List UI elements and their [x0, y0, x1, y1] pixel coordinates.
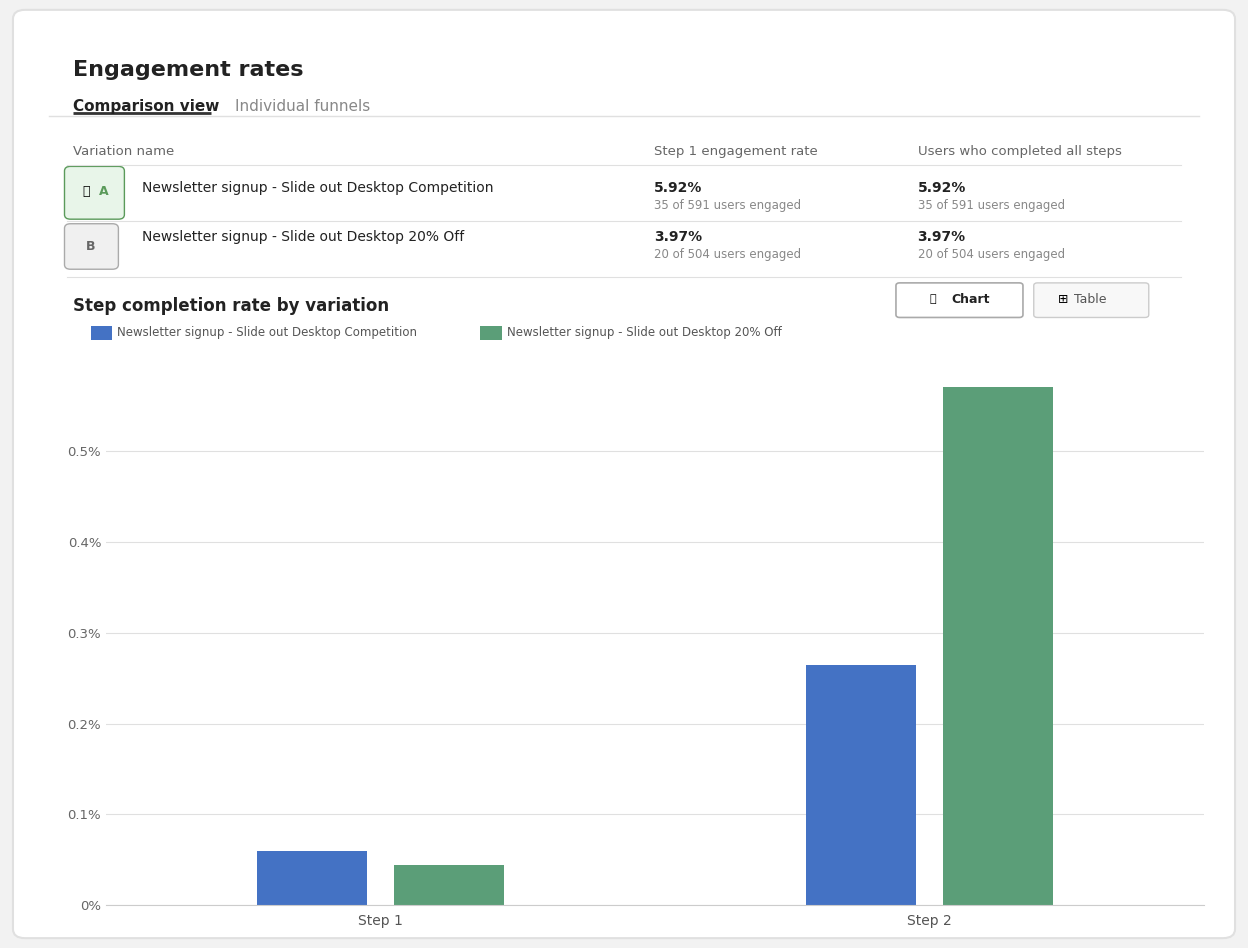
Text: 🏆: 🏆 [82, 186, 90, 198]
Text: Newsletter signup - Slide out Desktop Competition: Newsletter signup - Slide out Desktop Co… [117, 326, 417, 339]
Bar [943, 388, 1053, 905]
Text: Variation name: Variation name [72, 144, 175, 157]
Text: 3.97%: 3.97% [917, 230, 966, 244]
Bar [806, 665, 916, 905]
Text: 35 of 591 users engaged: 35 of 591 users engaged [654, 199, 801, 212]
Text: Users who completed all steps: Users who completed all steps [917, 144, 1122, 157]
Text: Newsletter signup - Slide out Desktop 20% Off: Newsletter signup - Slide out Desktop 20… [507, 326, 781, 339]
Text: Comparison view: Comparison view [72, 99, 220, 114]
Text: ⊞: ⊞ [1058, 293, 1068, 306]
Text: A: A [100, 186, 109, 198]
FancyBboxPatch shape [12, 9, 1236, 939]
Bar [394, 866, 504, 905]
Bar [257, 851, 367, 905]
Text: Step 1 engagement rate: Step 1 engagement rate [654, 144, 817, 157]
Text: Newsletter signup - Slide out Desktop 20% Off: Newsletter signup - Slide out Desktop 20… [142, 230, 464, 244]
Text: 20 of 504 users engaged: 20 of 504 users engaged [917, 248, 1065, 262]
Text: 35 of 591 users engaged: 35 of 591 users engaged [917, 199, 1065, 212]
Bar [480, 326, 502, 340]
Text: Newsletter signup - Slide out Desktop Competition: Newsletter signup - Slide out Desktop Co… [142, 181, 494, 195]
Text: 3.97%: 3.97% [654, 230, 703, 244]
Text: Step completion rate by variation: Step completion rate by variation [72, 297, 389, 315]
FancyBboxPatch shape [896, 283, 1023, 318]
Text: 📊: 📊 [930, 294, 936, 304]
Text: Chart: Chart [951, 293, 990, 306]
Text: Table: Table [1075, 293, 1107, 306]
Text: Engagement rates: Engagement rates [72, 60, 303, 80]
Text: 5.92%: 5.92% [917, 181, 966, 195]
FancyBboxPatch shape [65, 224, 119, 269]
Text: 20 of 504 users engaged: 20 of 504 users engaged [654, 248, 801, 262]
Text: Individual funnels: Individual funnels [235, 99, 369, 114]
Text: 5.92%: 5.92% [654, 181, 703, 195]
FancyBboxPatch shape [1033, 283, 1148, 318]
Text: B: B [86, 240, 96, 253]
FancyBboxPatch shape [65, 167, 125, 219]
Bar [91, 326, 112, 340]
